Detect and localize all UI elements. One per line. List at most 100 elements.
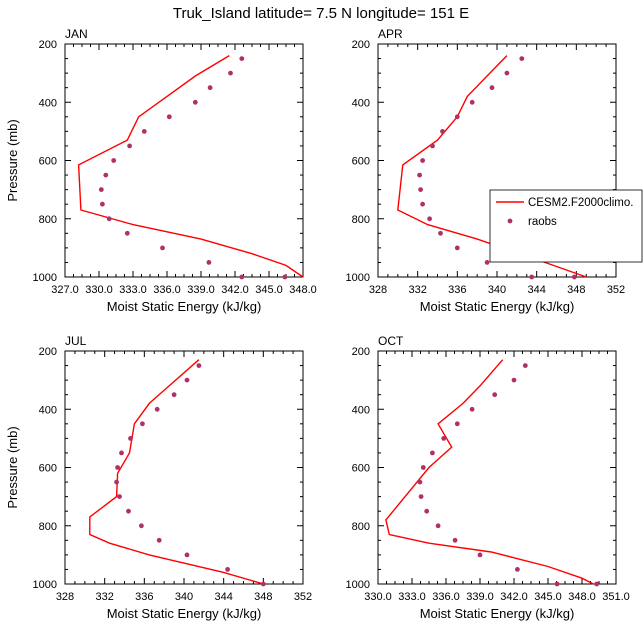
obs-point [260, 581, 266, 587]
obs-point [166, 114, 172, 120]
y-tick-label: 600 [352, 463, 370, 475]
obs-point [441, 436, 447, 441]
obs-point [519, 56, 525, 61]
obs-point [554, 581, 560, 587]
obs-point [192, 99, 198, 105]
y-tick-label: 600 [352, 156, 370, 168]
plot-frame [377, 350, 617, 585]
obs-point [454, 245, 460, 251]
obs-point [424, 508, 430, 514]
obs-point [420, 158, 425, 163]
obs-point [420, 465, 426, 470]
x-tick-label: 348 [254, 591, 272, 603]
x-tick-label: 339.0 [187, 284, 215, 296]
y-axis-label: Pressure (mb) [5, 426, 20, 508]
obs-point [452, 537, 458, 543]
obs-point [124, 230, 130, 236]
x-tick-label: 330.0 [364, 591, 392, 603]
obs-point [504, 70, 510, 76]
x-tick-label: 339.0 [466, 591, 494, 603]
x-tick-label: 327.0 [51, 284, 79, 296]
x-tick-label: 352 [294, 591, 312, 603]
obs-point [572, 274, 577, 280]
legend-model-label: CESM2.F2000climo. [528, 197, 633, 209]
panel-jul: JUL 328 332 336 340 344 348 352 200 400 600 800 1000… [5, 334, 312, 621]
panel-oct: OCT 330.0 333.0 336.0 339.0 342.0 345.0 348.0 35… [346, 334, 630, 621]
obs-point [469, 99, 475, 105]
x-tick-label: 336 [135, 591, 153, 603]
obs-point [139, 523, 144, 529]
obs-point [522, 363, 528, 368]
obs-point [106, 216, 112, 222]
x-axis-label: Moist Static Energy (kJ/kg) [107, 606, 262, 621]
legend-obs-label: raobs [528, 216, 557, 228]
y-tick-label: 200 [39, 346, 57, 358]
obs-point [228, 70, 233, 76]
y-tick-label: 1000 [33, 579, 57, 591]
obs-point [469, 406, 475, 412]
panel-title: OCT [378, 334, 404, 348]
obs-point [417, 172, 422, 178]
y-tick-label: 200 [352, 346, 370, 358]
model-line [89, 359, 264, 585]
x-tick-label: 351.0 [602, 591, 630, 603]
obs-point [184, 377, 190, 383]
y-tick-label: 1000 [346, 579, 370, 591]
obs-point [171, 392, 177, 398]
y-axis-label: Pressure (mb) [5, 119, 20, 201]
obs-point [417, 479, 423, 485]
model-line [385, 359, 594, 585]
x-tick-label: 336.0 [153, 284, 181, 296]
x-tick-label: 333.0 [119, 284, 147, 296]
panel-jan: JAN 327.0 330.0 333.0 336.0 339.0 342.0 345.0 34… [5, 27, 317, 314]
x-tick-label: 340 [488, 284, 506, 296]
obs-point [140, 421, 145, 427]
panels: JAN 327.0 330.0 333.0 336.0 339.0 342.0 345.0 34… [5, 27, 630, 621]
obs-point [440, 129, 445, 134]
obs-point [418, 494, 424, 499]
y-tick-label: 1000 [346, 272, 370, 284]
obs-point [127, 143, 132, 149]
figure-title: Truk_Island latitude= 7.5 N longitude= 1… [173, 5, 469, 22]
x-tick-label: 333.0 [398, 591, 426, 603]
obs-point [117, 494, 122, 499]
model-line [77, 54, 304, 278]
y-tick-label: 600 [39, 156, 57, 168]
obs-point [492, 392, 498, 398]
x-tick-label: 332 [408, 284, 426, 296]
obs-point [239, 56, 245, 61]
x-tick-label: 345.0 [534, 591, 562, 603]
obs-point [430, 143, 435, 149]
x-tick-label: 348.0 [568, 591, 596, 603]
obs-point [160, 245, 165, 251]
y-tick-label: 800 [39, 214, 57, 226]
plot-frame [64, 350, 304, 585]
obs-point [100, 201, 105, 207]
x-tick-label: 332 [95, 591, 113, 603]
obs-point [154, 406, 160, 412]
y-tick-label: 200 [352, 39, 370, 51]
obs-point [206, 260, 212, 265]
panel-apr: APR 328 332 336 340 344 348 352 200 400 600 800 1000… [346, 27, 626, 314]
y-tick-label: 400 [352, 404, 370, 416]
x-tick-label: 328 [56, 591, 74, 603]
legend: CESM2.F2000climo. raobs [489, 189, 643, 263]
panel-title: APR [378, 27, 403, 41]
plot-frame [64, 43, 304, 278]
y-tick-label: 200 [39, 39, 57, 51]
obs-point [128, 436, 133, 441]
x-tick-label: 344 [527, 284, 545, 296]
obs-point [239, 274, 245, 280]
x-tick-label: 328 [369, 284, 387, 296]
obs-point [438, 230, 443, 236]
obs-point [477, 552, 483, 558]
obs-point [430, 450, 435, 456]
obs-point [207, 85, 213, 91]
obs-point [98, 187, 104, 193]
obs-point [103, 172, 109, 178]
obs-point [511, 377, 517, 383]
x-tick-label: 342.0 [221, 284, 249, 296]
y-tick-label: 400 [39, 97, 57, 109]
obs-point [427, 216, 432, 222]
